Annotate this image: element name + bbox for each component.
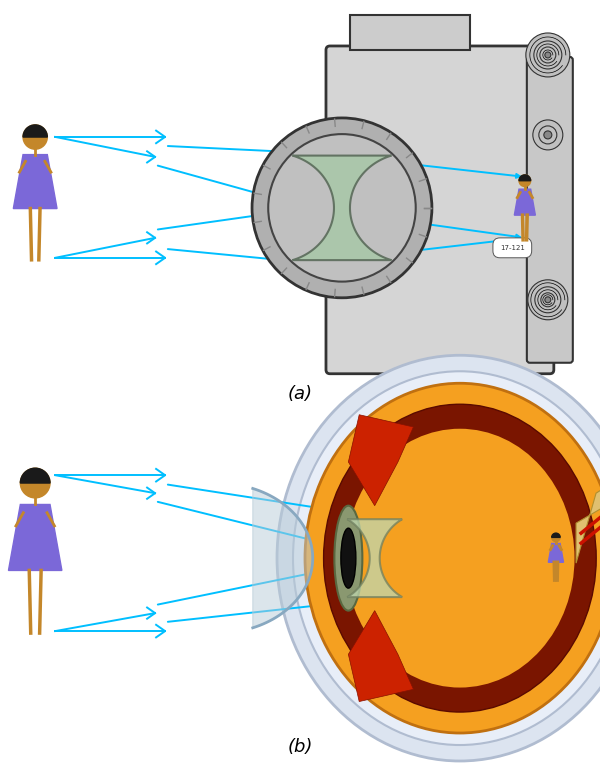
Wedge shape xyxy=(552,533,560,538)
Circle shape xyxy=(541,293,555,306)
Ellipse shape xyxy=(345,429,575,687)
FancyBboxPatch shape xyxy=(527,57,573,362)
Polygon shape xyxy=(253,488,313,627)
Text: 17-121: 17-121 xyxy=(500,245,525,251)
Circle shape xyxy=(533,120,563,150)
Polygon shape xyxy=(8,505,62,571)
Text: (a): (a) xyxy=(287,385,313,402)
Ellipse shape xyxy=(277,356,600,761)
Circle shape xyxy=(23,125,47,149)
Circle shape xyxy=(519,175,530,187)
Ellipse shape xyxy=(334,505,362,611)
Circle shape xyxy=(534,41,562,69)
Circle shape xyxy=(552,533,560,541)
Circle shape xyxy=(535,286,561,313)
Circle shape xyxy=(268,134,416,282)
Circle shape xyxy=(526,33,570,77)
Wedge shape xyxy=(23,125,47,137)
Polygon shape xyxy=(576,458,600,563)
Polygon shape xyxy=(548,544,563,562)
Polygon shape xyxy=(293,156,391,260)
Circle shape xyxy=(528,280,568,319)
Polygon shape xyxy=(349,415,413,505)
Text: (b): (b) xyxy=(287,738,313,756)
FancyBboxPatch shape xyxy=(326,46,554,374)
Wedge shape xyxy=(20,468,50,483)
Circle shape xyxy=(544,131,552,139)
Ellipse shape xyxy=(305,383,600,733)
Ellipse shape xyxy=(293,371,600,745)
Circle shape xyxy=(539,126,557,144)
Circle shape xyxy=(545,296,551,303)
Polygon shape xyxy=(349,611,413,701)
Ellipse shape xyxy=(341,528,356,588)
Circle shape xyxy=(20,468,50,498)
Polygon shape xyxy=(514,189,535,215)
Polygon shape xyxy=(13,154,57,209)
Circle shape xyxy=(545,52,551,58)
Wedge shape xyxy=(519,175,530,180)
Ellipse shape xyxy=(323,404,596,712)
Circle shape xyxy=(540,47,556,63)
Circle shape xyxy=(252,118,432,298)
Bar xyxy=(350,15,470,50)
Polygon shape xyxy=(347,519,402,597)
